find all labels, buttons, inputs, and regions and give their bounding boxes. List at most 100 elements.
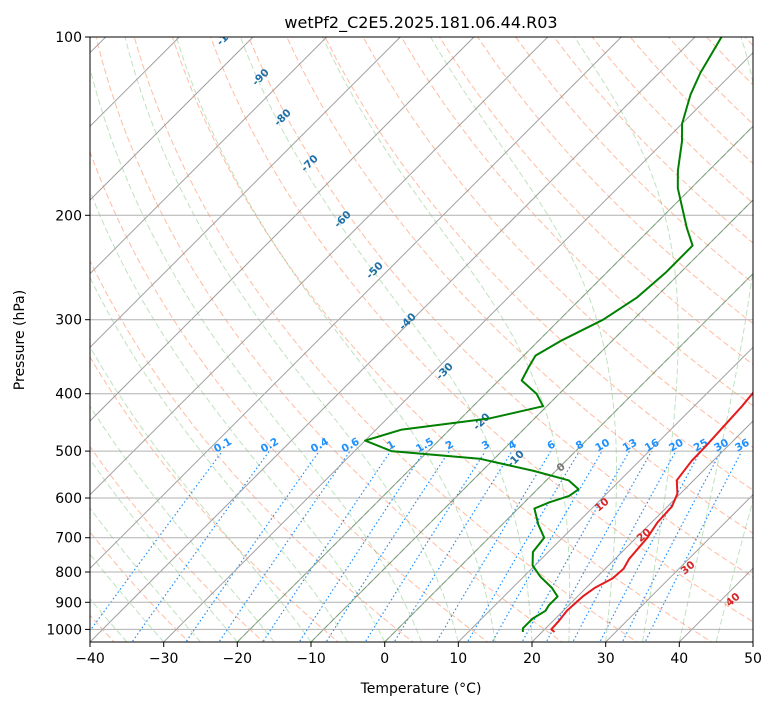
isotherm — [236, 125, 753, 642]
freezing-isotherm — [310, 199, 753, 642]
y-axis: 1000 900 800 700 600 500 400 300 200 100 — [46, 30, 90, 638]
isotherm — [90, 37, 328, 275]
dry-adiabat — [133, 37, 638, 642]
mixing-ratio-line — [621, 450, 722, 642]
y-tick-label: 600 — [55, 491, 82, 507]
moist-adiabat — [90, 553, 165, 642]
isotherms — [90, 37, 753, 642]
mixing-ratio-line — [393, 450, 513, 642]
mixing-ratio-line — [185, 450, 320, 642]
mixing-ratio-label: 3 — [480, 438, 492, 452]
plot-frame — [89, 36, 754, 643]
y-tick-label: 900 — [55, 595, 82, 611]
x-tick-label: 10 — [449, 651, 467, 667]
mixing-ratio-label: 20 — [667, 437, 686, 455]
moist-adiabat — [574, 37, 679, 642]
moist-adiabat — [90, 345, 312, 642]
y-tick-label: 300 — [55, 313, 82, 329]
mixing-ratio-line — [131, 450, 270, 642]
mixing-ratio-label: 10 — [593, 437, 612, 455]
chart-title: wetPf2_C2E5.2025.181.06.44.R03 — [284, 13, 557, 33]
isotherm — [90, 37, 475, 422]
dry-adiabat — [668, 37, 753, 125]
y-tick-label: 500 — [55, 444, 82, 460]
dry-adiabat-label: -60 — [332, 209, 354, 231]
moist-adiabat — [90, 189, 386, 642]
moist-adiabat — [90, 276, 349, 642]
mixing-ratio-line — [262, 450, 392, 642]
mixing-ratio-lines — [90, 450, 743, 642]
dry-adiabat-label: -100 — [214, 21, 241, 48]
x-tick-label: 40 — [670, 651, 688, 667]
dry-adiabat-label: -70 — [299, 153, 321, 175]
moist-adiabat — [90, 65, 422, 642]
dry-adiabat — [400, 37, 753, 407]
moist-adiabat-label: 40 — [724, 591, 743, 610]
y-tick-label: 400 — [55, 387, 82, 403]
isotherm — [605, 493, 753, 642]
moist-adiabat — [322, 37, 571, 642]
mixing-ratio-label: 16 — [643, 437, 662, 455]
dry-adiabat — [248, 37, 753, 578]
moist-adiabat — [175, 37, 496, 642]
x-axis-label: Temperature (°C) — [360, 681, 482, 697]
mixing-ratio-line — [90, 450, 223, 632]
moist-adiabat — [678, 37, 753, 642]
moist-adiabats — [90, 37, 753, 642]
moist-adiabat — [715, 498, 753, 642]
freezing-isotherm — [384, 272, 753, 642]
x-tick-label: −10 — [296, 651, 326, 667]
mixing-ratio-label: 0.4 — [309, 436, 331, 456]
isotherm — [90, 37, 696, 642]
x-tick-label: 0 — [380, 651, 389, 667]
dewpoint-line — [364, 37, 723, 633]
dry-adiabat-label: -90 — [250, 67, 272, 89]
mixing-ratio-label: 30 — [712, 437, 731, 455]
isotherm — [457, 346, 753, 642]
dry-adiabat — [324, 37, 753, 491]
mixing-ratio-line — [572, 450, 677, 642]
freezing-isotherm — [236, 125, 753, 642]
mixing-ratio-label: 2 — [444, 438, 456, 452]
dry-adiabat — [90, 150, 489, 642]
mixing-ratio-label: 36 — [733, 437, 752, 455]
x-tick-label: 30 — [597, 651, 615, 667]
background-line-labels: 0.1 0.2 0.4 0.6 1 1.5 2 3 4 6 8 10 13 16 20 25 30 36-100-… — [212, 21, 752, 610]
moist-adiabat — [90, 507, 201, 642]
mixing-ratio-label: 0.6 — [340, 436, 362, 456]
mixing-ratio-label: 13 — [621, 437, 640, 455]
isotherm — [678, 567, 753, 642]
isotherm — [384, 272, 753, 642]
y-tick-label: 1000 — [46, 622, 82, 638]
dry-adiabat-label: -50 — [364, 260, 386, 282]
moist-adiabat — [124, 37, 459, 642]
moist-adiabat — [90, 458, 238, 642]
mixing-ratio-label: 0.2 — [259, 436, 281, 456]
moist-adiabat-label: 30 — [679, 559, 698, 578]
dry-adiabat-label: -80 — [272, 107, 294, 129]
moist-adiabat — [430, 37, 617, 642]
isotherm — [90, 37, 622, 570]
y-tick-label: 700 — [55, 531, 82, 547]
mixing-ratio-line — [298, 450, 425, 642]
mixing-ratio-line — [218, 450, 351, 642]
y-tick-label: 200 — [55, 208, 82, 224]
dry-adiabat — [362, 37, 753, 449]
dry-adiabat — [591, 37, 753, 204]
moist-adiabat — [90, 597, 128, 642]
dry-adiabat — [286, 37, 753, 534]
y-tick-label: 100 — [55, 30, 82, 46]
isotherm — [752, 641, 753, 642]
dry-adiabat-label: -40 — [397, 311, 419, 333]
mixing-ratio-line — [364, 450, 486, 642]
isotherm — [531, 420, 753, 642]
dry-adiabats — [90, 37, 753, 642]
dry-adiabat — [95, 37, 564, 642]
isobars — [90, 37, 753, 630]
y-axis-label: Pressure (hPa) — [12, 290, 28, 390]
mixing-ratio-line — [644, 450, 743, 642]
dry-adiabat — [438, 37, 753, 366]
profile-series — [364, 37, 753, 633]
mixing-ratio-label: 0.1 — [212, 436, 234, 456]
